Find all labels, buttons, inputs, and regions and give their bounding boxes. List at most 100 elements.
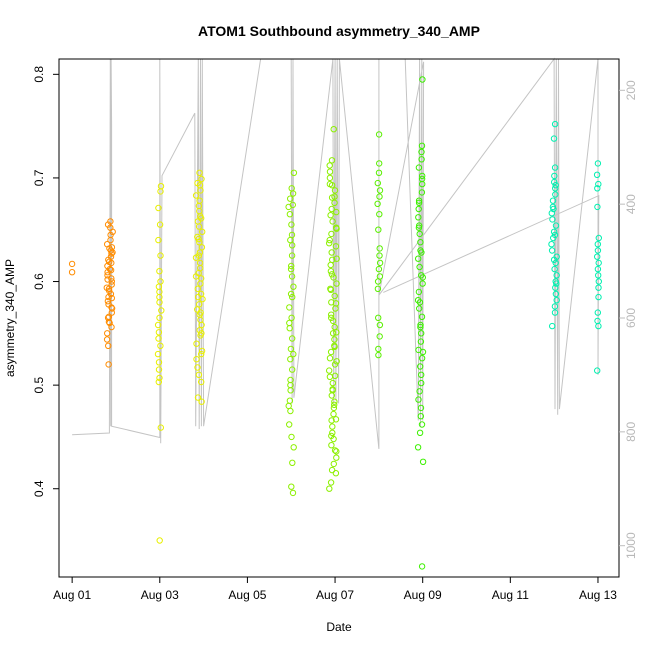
data-point: [156, 314, 163, 321]
data-point: [287, 381, 294, 389]
data-point: [418, 330, 425, 337]
data-point: [376, 273, 384, 280]
data-point: [195, 223, 203, 230]
depth-tick-label: 200: [624, 80, 638, 100]
data-point: [330, 274, 337, 281]
data-point: [331, 361, 339, 368]
data-point: [326, 485, 333, 492]
data-point: [553, 280, 560, 287]
data-point: [194, 179, 201, 187]
data-point: [196, 301, 203, 308]
data-point: [595, 322, 602, 330]
data-point: [595, 284, 602, 291]
data-point: [333, 329, 340, 336]
data-point: [105, 361, 112, 368]
chart-title: ATOM1 Southbound asymmetry_340_AMP: [198, 23, 480, 39]
data-point: [197, 280, 204, 287]
data-point: [551, 120, 559, 128]
data-point: [107, 266, 115, 274]
data-point: [290, 444, 297, 451]
data-point: [198, 347, 206, 355]
data-point: [418, 249, 425, 256]
data-point: [553, 297, 560, 304]
data-point: [418, 379, 425, 387]
data-point: [196, 249, 204, 256]
data-point: [415, 164, 423, 171]
data-point: [418, 148, 425, 156]
data-point: [594, 309, 601, 316]
data-point: [552, 284, 559, 291]
depth-tick-label: 800: [624, 422, 638, 442]
data-point: [289, 459, 296, 466]
data-point: [332, 243, 340, 250]
data-point: [328, 417, 335, 424]
data-point: [417, 321, 424, 329]
data-point: [415, 197, 423, 204]
data-point: [374, 285, 382, 292]
data-point: [326, 367, 333, 374]
data-point: [329, 387, 336, 394]
data-point: [156, 221, 164, 228]
data-point: [416, 230, 423, 238]
data-point: [414, 297, 422, 304]
data-point: [154, 350, 162, 358]
data-point: [156, 374, 163, 382]
data-point: [416, 263, 423, 271]
points-layer: [68, 76, 602, 570]
data-point: [289, 201, 296, 209]
data-point: [415, 255, 422, 262]
data-point: [415, 205, 422, 213]
data-point: [331, 199, 338, 207]
data-point: [194, 293, 202, 301]
depth-tick-label: 600: [624, 308, 638, 328]
data-point: [594, 265, 602, 273]
data-point: [552, 222, 560, 229]
data-point: [327, 261, 334, 269]
data-point: [328, 271, 336, 278]
data-point: [287, 345, 295, 353]
data-point: [553, 272, 560, 279]
data-point: [331, 292, 338, 300]
data-point: [196, 169, 203, 177]
data-point: [198, 398, 205, 405]
data-point: [157, 188, 164, 195]
data-point: [375, 131, 383, 138]
data-point: [328, 157, 336, 164]
data-point: [330, 404, 338, 412]
data-point: [594, 203, 601, 211]
data-point: [157, 424, 165, 431]
data-point: [195, 235, 202, 243]
data-point: [552, 290, 560, 298]
data-point: [415, 224, 423, 231]
data-point: [326, 162, 333, 169]
x-tick-label: Aug 03: [141, 588, 179, 602]
data-point: [289, 335, 296, 342]
data-point: [197, 187, 204, 194]
data-point: [68, 269, 76, 276]
data-point: [286, 304, 293, 311]
y-axis-label: asymmetry_340_AMP: [3, 259, 17, 377]
data-point: [551, 265, 558, 273]
data-point: [595, 234, 602, 242]
data-point: [288, 483, 295, 490]
data-point: [108, 294, 116, 302]
data-point: [326, 355, 334, 362]
data-point: [415, 288, 423, 296]
data-point: [594, 247, 602, 254]
data-point: [374, 179, 381, 187]
data-point: [376, 259, 384, 267]
data-point: [198, 330, 205, 337]
data-point: [195, 371, 203, 378]
data-point: [417, 338, 425, 345]
data-point: [287, 265, 295, 273]
data-point: [375, 314, 382, 321]
data-point: [197, 309, 204, 316]
data-point: [329, 218, 336, 225]
data-point: [330, 410, 337, 418]
data-point: [333, 225, 340, 232]
data-point: [376, 193, 383, 200]
data-point: [551, 309, 559, 316]
data-point: [418, 421, 426, 428]
data-point: [551, 231, 559, 239]
